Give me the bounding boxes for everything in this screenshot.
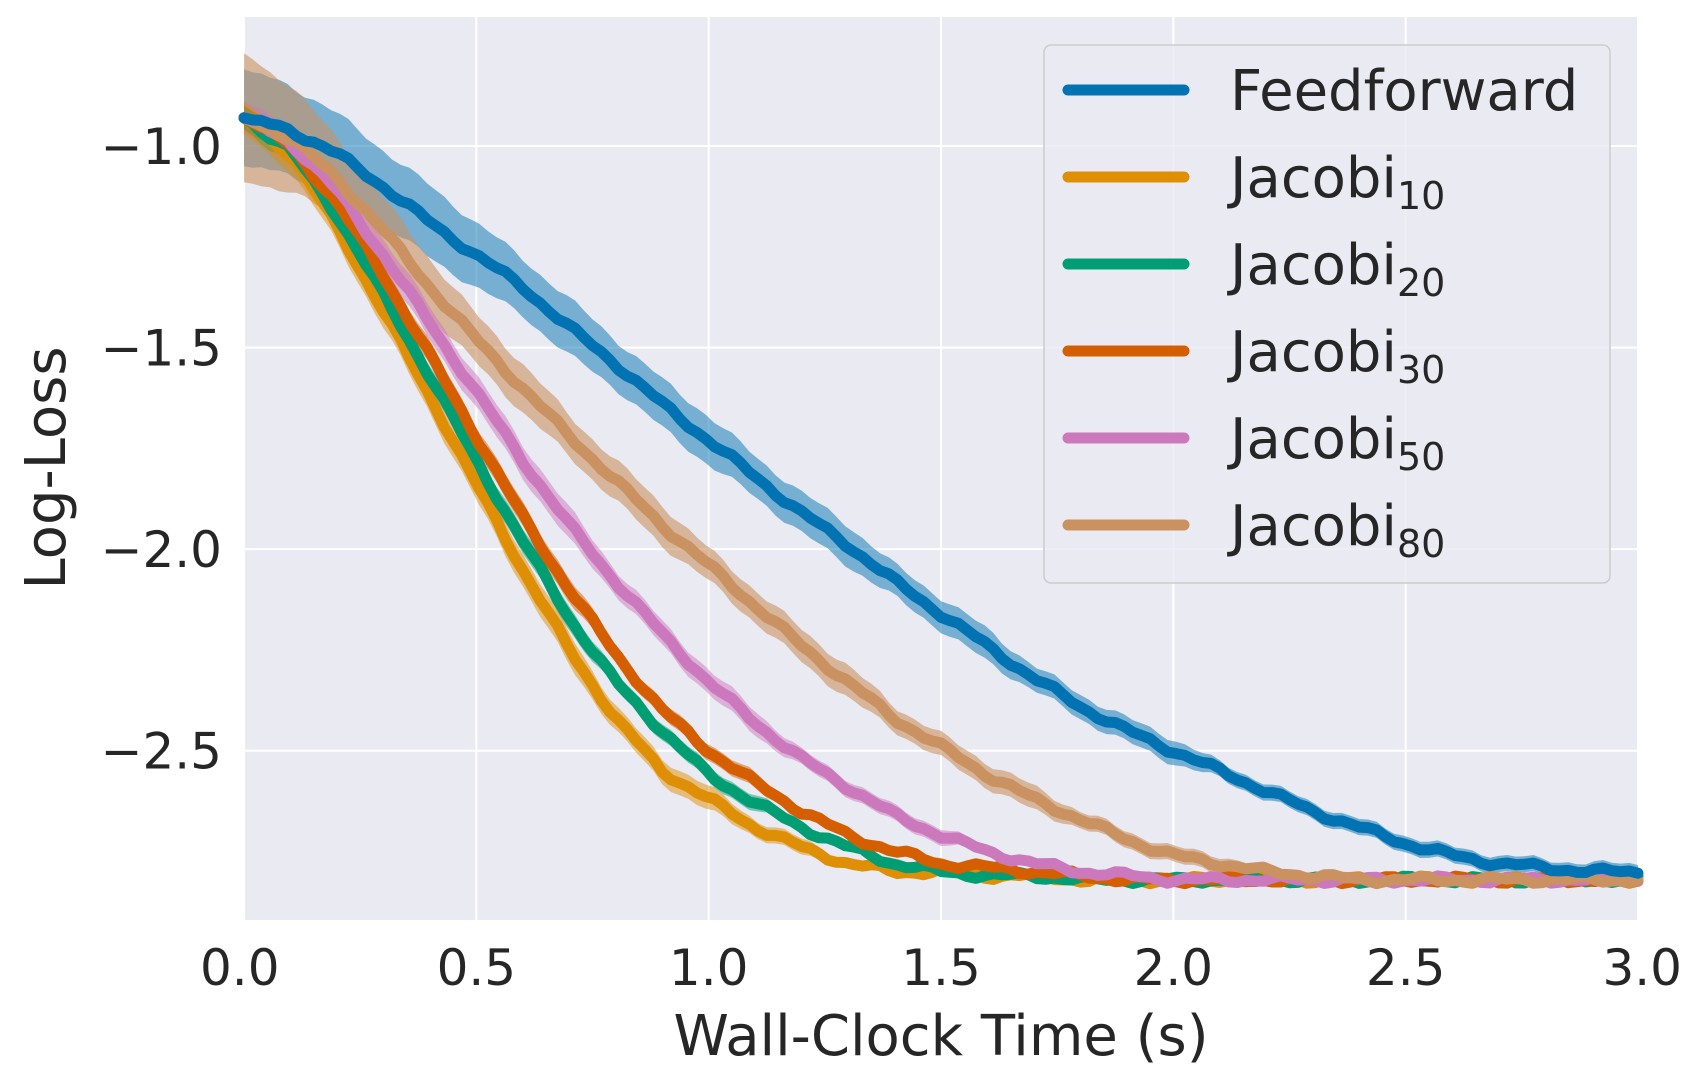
x-tick-label: 1.0	[669, 939, 749, 997]
y-axis-label: Log-Loss	[14, 346, 79, 589]
x-tick-label: 1.5	[901, 939, 981, 997]
legend: Feedforward Jacobi10 Jacobi20 Jacobi30 Jacob…	[1043, 44, 1611, 584]
x-axis-label: Wall-Clock Time (s)	[673, 1004, 1208, 1069]
y-axis-ticks: −1.0 −1.5 −2.0 −2.5	[101, 118, 222, 781]
legend-label-jacobi30: Jacobi30	[1227, 320, 1445, 392]
series-lines	[238, 112, 1644, 890]
y-tick-label: −1.5	[101, 320, 222, 378]
x-tick-label: 2.0	[1134, 939, 1214, 997]
x-axis-ticks: 0.0 0.5 1.0 1.5 2.0 2.5 3.0	[200, 939, 1682, 997]
y-tick-label: −2.5	[101, 723, 222, 781]
x-tick-label: 0.5	[437, 939, 517, 997]
x-tick-label: 0.0	[200, 939, 280, 997]
legend-label-jacobi80: Jacobi80	[1227, 494, 1445, 566]
x-tick-label: 3.0	[1602, 939, 1682, 997]
line-jacobi80	[238, 112, 1644, 890]
legend-label-jacobi10: Jacobi10	[1227, 146, 1445, 218]
line-feedforward	[238, 112, 1644, 879]
x-tick-label: 2.5	[1366, 939, 1446, 997]
legend-label-feedforward: Feedforward	[1230, 59, 1578, 124]
legend-label-jacobi50: Jacobi50	[1227, 407, 1445, 479]
legend-label-jacobi20: Jacobi20	[1227, 233, 1445, 305]
y-tick-label: −1.0	[101, 118, 222, 176]
y-tick-label: −2.0	[101, 521, 222, 579]
